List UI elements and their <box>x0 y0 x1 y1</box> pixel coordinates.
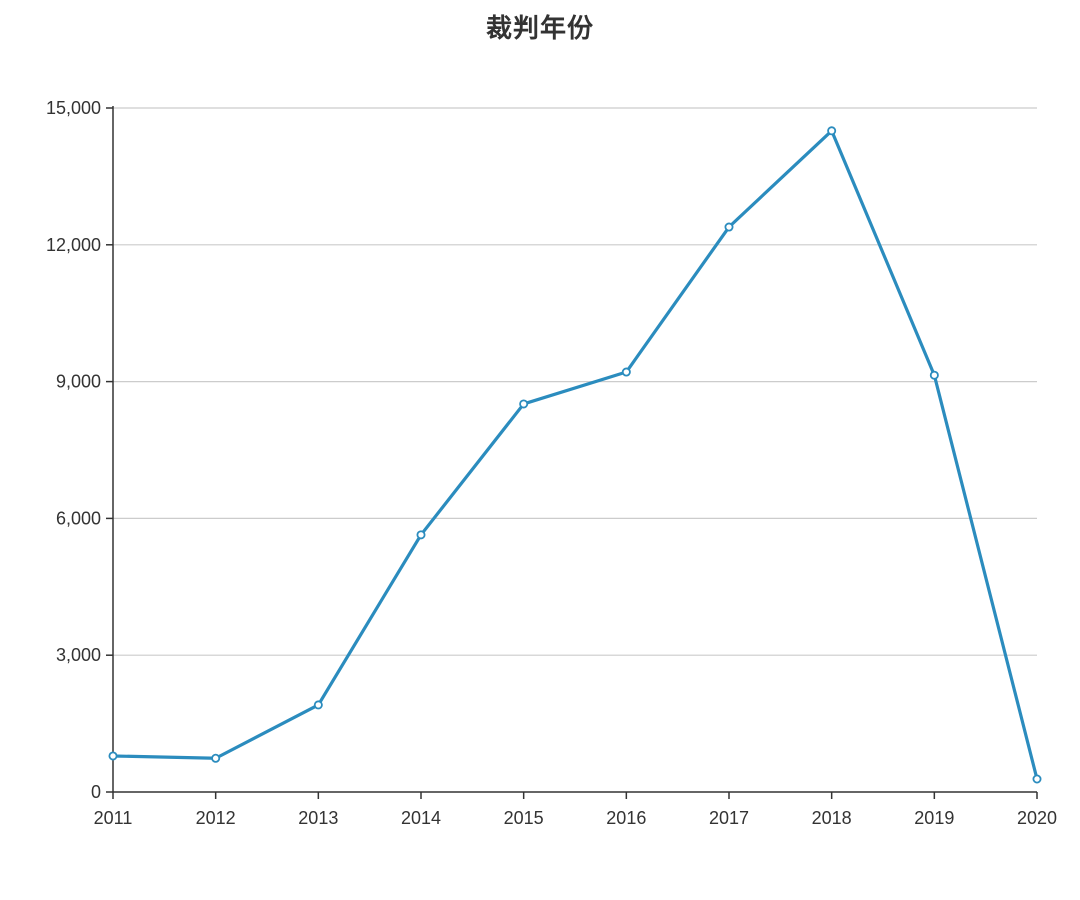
gridlines <box>113 107 1037 656</box>
chart-title: 裁判年份 <box>485 14 594 44</box>
data-line <box>112 129 1039 780</box>
x-tick-label: 2013 <box>298 808 338 828</box>
x-tick-label: 2019 <box>914 808 954 828</box>
y-tick-label: 6,000 <box>56 508 101 528</box>
y-tick-label: 3,000 <box>56 645 101 665</box>
data-point <box>724 222 734 232</box>
axes <box>112 106 1037 793</box>
data-point <box>313 700 323 710</box>
x-tick-label: 2017 <box>709 808 749 828</box>
data-point <box>108 751 118 761</box>
data-point <box>211 753 221 763</box>
x-tick-label: 2018 <box>812 808 852 828</box>
data-point <box>621 367 631 377</box>
data-point <box>1032 774 1042 784</box>
x-tick-label: 2014 <box>401 808 441 828</box>
data-point <box>929 370 939 380</box>
x-tick-label: 2015 <box>504 808 544 828</box>
x-tick-label: 2011 <box>94 808 133 828</box>
y-tick-label: 12,000 <box>46 235 101 255</box>
data-point <box>827 126 837 136</box>
data-points <box>108 126 1042 784</box>
y-axis-ticks: 0 3,000 6,000 9,000 12,000 15,000 <box>46 98 113 802</box>
y-tick-label: 0 <box>91 782 101 802</box>
x-tick-label: 2020 <box>1017 808 1057 828</box>
x-tick-label: 2016 <box>606 808 646 828</box>
x-axis-ticks: 2011 2012 2013 2014 2015 2016 2017 2018 2019 2020 <box>94 792 1057 828</box>
y-tick-label: 15,000 <box>46 98 101 118</box>
x-tick-label: 2012 <box>196 808 236 828</box>
y-tick-label: 9,000 <box>56 372 101 392</box>
data-point <box>416 530 426 540</box>
data-point <box>519 399 529 409</box>
